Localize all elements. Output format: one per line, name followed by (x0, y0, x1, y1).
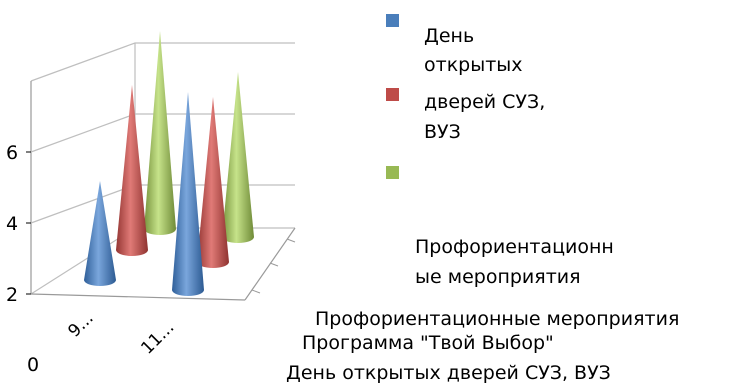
y-axis (26, 151, 31, 295)
y-tick-label: 4 (6, 213, 18, 235)
depth-label: Профориентационные мероприятия (315, 308, 679, 330)
depth-labels: Профориентационные мероприятияПрограмма … (286, 308, 679, 384)
cone-3-2 (222, 72, 254, 243)
y-tick-label: 6 (6, 142, 18, 164)
legend-label: День (424, 25, 474, 47)
depth-axis (251, 238, 296, 294)
cone-2-1 (116, 85, 148, 256)
cone-3-1 (144, 31, 176, 235)
y-tick-label: 2 (6, 284, 18, 306)
y-tick-labels: 0 2 4 6 (6, 142, 39, 376)
cone-1-1 (84, 181, 116, 286)
category-label: 11... (137, 318, 178, 359)
legend-label: Профориентационн (415, 236, 614, 258)
legend-marker (386, 14, 399, 27)
cone-1-2 (172, 92, 204, 296)
depth-label: Программа "Твой Выбор" (302, 332, 554, 354)
category-label: 9... (64, 308, 97, 341)
legend-label: ВУЗ (424, 121, 461, 143)
legend-label: открытых (424, 54, 523, 76)
depth-label: День открытых дверей СУЗ, ВУЗ (286, 362, 611, 384)
legend-marker (386, 88, 399, 101)
cones (84, 31, 254, 296)
cone-2-2 (197, 97, 229, 268)
legend-label: ые мероприятия (415, 266, 581, 288)
y-tick-label: 0 (27, 354, 39, 376)
legend: День открытых дверей СУЗ, ВУЗ Профориентацио… (386, 14, 614, 288)
category-labels: 9... 11... (64, 308, 178, 358)
legend-label: дверей СУЗ, (424, 91, 545, 113)
legend-marker (386, 166, 399, 179)
